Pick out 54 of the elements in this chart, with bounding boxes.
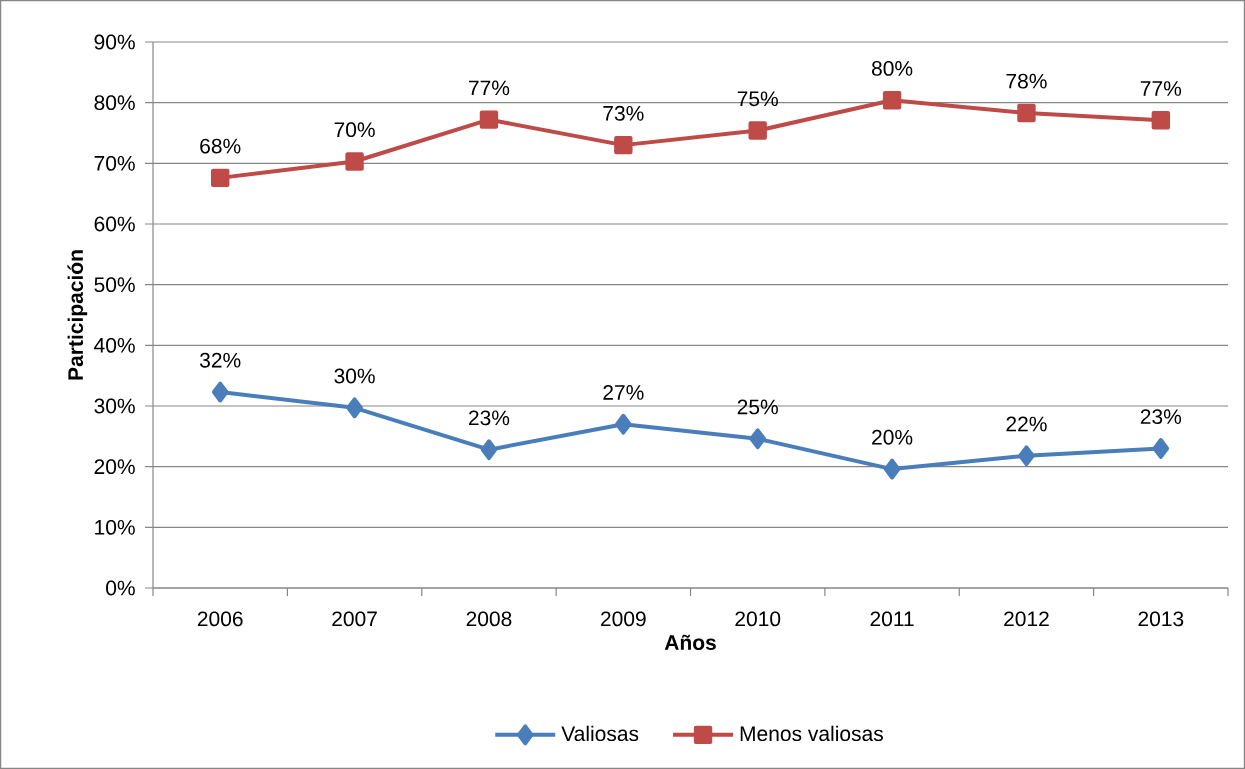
data-label: 70% <box>334 122 375 138</box>
data-label: 78% <box>1006 73 1047 89</box>
point <box>1018 445 1035 467</box>
data-label: 23% <box>1140 409 1182 425</box>
y-tick-label: 20% <box>94 459 135 475</box>
x-tick-label: 2009 <box>601 611 646 627</box>
y-tick-label: 70% <box>94 155 135 171</box>
data-label: 32% <box>199 352 241 368</box>
y-tick-label: 90% <box>94 34 135 50</box>
y-tick-label: 0% <box>106 580 135 596</box>
x-axis-title: Años <box>664 634 716 651</box>
x-tick-label: 2007 <box>332 611 377 627</box>
point <box>346 397 363 419</box>
point <box>614 135 633 155</box>
data-label: 77% <box>1140 81 1182 96</box>
data-label: 30% <box>334 368 375 384</box>
x-tick-label: 2011 <box>870 611 914 627</box>
point <box>748 121 767 140</box>
data-label: 77% <box>469 80 510 96</box>
point <box>211 381 229 403</box>
x-tick-label: 2008 <box>466 611 512 627</box>
data-label: 23% <box>469 410 510 426</box>
y-axis-title: Participación <box>67 250 88 380</box>
point <box>882 91 902 110</box>
y-tick-label: 10% <box>95 519 135 535</box>
x-tick-label: 2006 <box>197 611 243 627</box>
y-tick-label: 50% <box>94 277 135 293</box>
point <box>1017 103 1036 123</box>
legend-label: Valiosas <box>561 725 639 742</box>
data-label: 68% <box>200 138 241 154</box>
data-label: 80% <box>871 60 913 76</box>
x-tick-label: 2013 <box>1138 611 1184 627</box>
y-tick-label: 30% <box>94 398 135 414</box>
data-label: 75% <box>737 91 778 107</box>
point <box>1151 111 1171 130</box>
data-label: 20% <box>872 429 913 445</box>
point <box>615 413 632 435</box>
point <box>211 168 230 188</box>
y-tick-label: 60% <box>94 216 135 232</box>
y-tick-label: 80% <box>94 95 135 111</box>
data-label: 22% <box>1006 416 1047 432</box>
y-tick-label: 40% <box>94 337 135 353</box>
data-label: 73% <box>603 105 644 121</box>
point <box>345 152 364 171</box>
point <box>480 439 498 461</box>
data-label: 25% <box>737 399 778 415</box>
x-tick-label: 2012 <box>1004 611 1049 627</box>
point <box>1152 438 1170 459</box>
point <box>749 428 766 450</box>
data-label: 27% <box>603 385 644 400</box>
point <box>479 110 499 129</box>
x-tick-label: 2010 <box>735 611 781 627</box>
point <box>883 458 901 480</box>
legend-label: Menos valiosas <box>740 725 883 742</box>
